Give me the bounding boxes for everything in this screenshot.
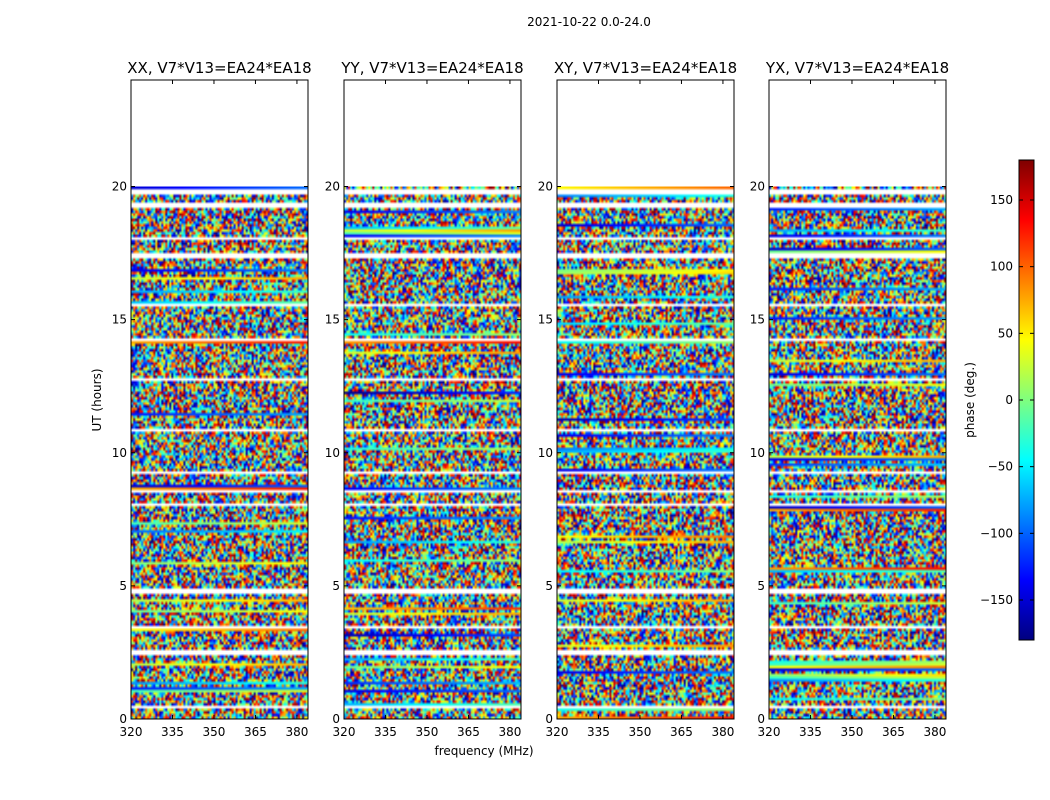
x-tick-label: 350 — [629, 725, 652, 739]
figure-title: 2021-10-22 0.0-24.0 — [527, 15, 651, 29]
panel-yx: YX, V7*V13=EA24*EA18 320 335 350 365 380 0 5 10 1… — [750, 59, 949, 739]
y-tick-label: 10 — [538, 446, 553, 460]
y-tick-label: 5 — [545, 579, 553, 593]
x-tick-label: 380 — [711, 725, 734, 739]
colorbar-tick-label: 50 — [998, 326, 1013, 340]
x-tick-label: 350 — [203, 725, 226, 739]
panel-yy: YY, V7*V13=EA24*EA18 320 335 350 365 380 0 5 10 1… — [325, 59, 524, 739]
y-tick-label: 15 — [750, 313, 765, 327]
y-tick-label: 10 — [112, 446, 127, 460]
panel-title: YX, V7*V13=EA24*EA18 — [765, 59, 949, 77]
phase-heatmap-xx — [131, 186, 308, 719]
phase-heatmap-yy — [344, 186, 521, 719]
x-tick-label: 365 — [457, 725, 480, 739]
y-tick-label: 5 — [757, 579, 765, 593]
colorbar-tick-label: −50 — [988, 460, 1013, 474]
x-tick-label: 335 — [799, 725, 822, 739]
x-tick-label: 365 — [244, 725, 267, 739]
y-tick-label: 0 — [757, 712, 765, 726]
colorbar-tick-label: 100 — [990, 260, 1013, 274]
x-tick-label: 350 — [841, 725, 864, 739]
colorbar-label: phase (deg.) — [963, 362, 977, 438]
y-tick-label: 20 — [325, 180, 340, 194]
panel-title: XX, V7*V13=EA24*EA18 — [127, 59, 311, 77]
x-tick-label: 320 — [546, 725, 569, 739]
panel-title: YY, V7*V13=EA24*EA18 — [340, 59, 523, 77]
x-tick-label: 320 — [120, 725, 143, 739]
x-tick-label: 380 — [285, 725, 308, 739]
panel-frame — [130, 79, 309, 720]
y-tick-label: 5 — [332, 579, 340, 593]
colorbar: 150 100 50 0 −50 −100 −150 — [980, 159, 1035, 641]
panel-xy: XY, V7*V13=EA24*EA18 320 335 350 365 380 0 5 10 1… — [538, 59, 737, 739]
panel-title: XY, V7*V13=EA24*EA18 — [554, 59, 737, 77]
x-tick-label: 335 — [587, 725, 610, 739]
colorbar-tick-label: −150 — [980, 593, 1013, 607]
y-axis-label: UT (hours) — [90, 368, 104, 431]
y-tick-label: 0 — [332, 712, 340, 726]
x-tick-label: 365 — [882, 725, 905, 739]
panel-frame — [556, 79, 735, 720]
y-tick-label: 10 — [750, 446, 765, 460]
y-tick-label: 20 — [750, 180, 765, 194]
x-tick-label: 335 — [374, 725, 397, 739]
y-tick-label: 20 — [112, 180, 127, 194]
phase-heatmap-xy — [557, 186, 734, 719]
y-tick-label: 10 — [325, 446, 340, 460]
y-tick-label: 0 — [119, 712, 127, 726]
x-tick-label: 320 — [758, 725, 781, 739]
panel-frame — [343, 79, 522, 720]
panel-xx: XX, V7*V13=EA24*EA18 320 335 350 365 380 0 5 10 1… — [112, 59, 312, 739]
x-tick-label: 380 — [923, 725, 946, 739]
x-axis-label: frequency (MHz) — [434, 744, 533, 758]
y-tick-label: 15 — [538, 313, 553, 327]
colorbar-tick-label: −100 — [980, 526, 1013, 540]
y-tick-label: 0 — [545, 712, 553, 726]
y-tick-label: 5 — [119, 579, 127, 593]
y-tick-label: 20 — [538, 180, 553, 194]
y-tick-label: 15 — [112, 313, 127, 327]
x-tick-label: 320 — [333, 725, 356, 739]
colorbar-tick-label: 0 — [1005, 393, 1013, 407]
phase-heatmap-yx — [769, 186, 946, 719]
panel-frame — [768, 79, 947, 720]
panels: XX, V7*V13=EA24*EA18 320 335 350 365 380 0 5 10 1… — [112, 59, 949, 739]
x-tick-label: 350 — [416, 725, 439, 739]
colorbar-tick-label: 150 — [990, 193, 1013, 207]
y-tick-label: 15 — [325, 313, 340, 327]
x-tick-label: 365 — [670, 725, 693, 739]
x-tick-label: 335 — [161, 725, 184, 739]
x-tick-label: 380 — [498, 725, 521, 739]
